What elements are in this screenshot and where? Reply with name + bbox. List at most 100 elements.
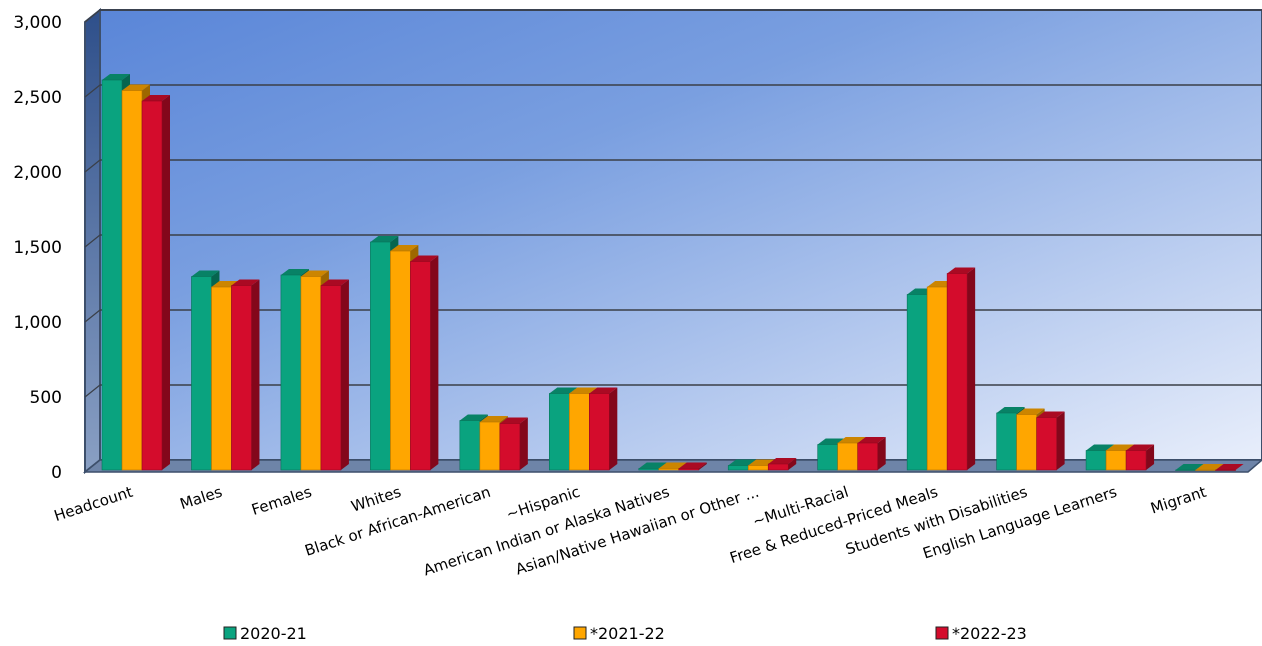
y-tick-label: 1,000 (13, 313, 62, 333)
bar-top (1016, 408, 1045, 415)
bar-front (141, 100, 163, 471)
bar (1215, 464, 1244, 471)
gridline-side (84, 309, 101, 323)
bar (231, 279, 260, 471)
gridline-side (84, 84, 101, 98)
bar-top (947, 267, 976, 274)
bar-front (727, 465, 749, 471)
bar-top (231, 279, 260, 286)
bar (1036, 411, 1065, 471)
bar-side (609, 387, 618, 470)
bar-side (788, 458, 797, 470)
bar-top (300, 270, 329, 277)
bar-side (1146, 444, 1155, 470)
bar-top (1175, 464, 1204, 470)
bar-front (549, 393, 570, 471)
gridline-side (84, 234, 101, 248)
legend-label: 2020-21 (240, 624, 307, 643)
y-tick-label: 2,500 (13, 88, 62, 108)
bar-front (370, 241, 391, 471)
bar-top (499, 417, 528, 424)
bar (767, 458, 797, 471)
bar-front (300, 276, 322, 471)
bar-front (121, 90, 143, 471)
legend-label: *2022-23 (952, 624, 1027, 643)
y-tick-label: 0 (51, 463, 62, 483)
bar-front (280, 274, 302, 471)
bar-top (728, 459, 757, 466)
legend-item: 2020-21 (223, 624, 307, 643)
bar-top (459, 414, 488, 421)
x-tick-label: Females (249, 483, 314, 519)
bar-side (698, 462, 707, 470)
series-*2022-23 (141, 95, 1244, 471)
bar (678, 462, 707, 471)
bar-front (906, 294, 928, 471)
bar-side (877, 437, 886, 470)
bar-top (589, 387, 618, 394)
y-tick-label: 3,000 (13, 13, 62, 33)
y-tick-label: 500 (30, 388, 62, 408)
bar-front (1036, 417, 1057, 471)
bar (141, 95, 170, 471)
x-tick-label: Migrant (1148, 483, 1208, 518)
bar-front (1085, 450, 1107, 471)
bar-top (678, 462, 707, 469)
bar-front (658, 468, 680, 471)
bar-top (1036, 411, 1065, 418)
bar-top (549, 387, 578, 394)
bar-front (638, 468, 660, 471)
bar-front (837, 442, 858, 471)
y-tick-label: 2,000 (13, 163, 62, 183)
bar-top (857, 437, 886, 443)
bar-top (837, 437, 866, 443)
y-tick-label: 1,500 (13, 238, 62, 258)
bar-front (479, 421, 501, 471)
x-tick-label: Males (178, 483, 225, 514)
bar-front (946, 273, 968, 471)
bar-front (569, 393, 590, 471)
bar-top (638, 462, 667, 469)
x-tick-label: Headcount (52, 483, 135, 525)
bar-top (410, 255, 439, 262)
bar-front (589, 393, 610, 471)
bar-top (280, 269, 309, 275)
gridline-side (84, 384, 101, 398)
bar-side (430, 255, 439, 470)
bar (499, 417, 528, 471)
bar-side (162, 95, 170, 470)
bar-side (1056, 411, 1065, 470)
bar-front (231, 285, 252, 471)
bars (101, 74, 1244, 471)
bar (946, 267, 976, 471)
bar-front (211, 286, 232, 471)
bar-top (370, 236, 399, 242)
bar (857, 437, 886, 471)
bar-top (1215, 464, 1244, 470)
legend-label: *2021-22 (590, 624, 665, 643)
plot-frame (82, 7, 1262, 475)
bar-side (251, 279, 260, 470)
bar-top (320, 279, 349, 286)
bar-top (479, 416, 508, 422)
bar-front (390, 250, 411, 471)
bar-front (1175, 469, 1196, 471)
legend-swatch (935, 626, 949, 640)
legend: 2020-21 *2021-22 *2022-23 (223, 624, 1027, 643)
bar-top (768, 458, 797, 464)
bar-front (767, 463, 789, 471)
bar-top (191, 270, 220, 277)
x-tick-label: Whites (349, 483, 404, 516)
bar-side (519, 417, 528, 470)
bar (1195, 464, 1224, 471)
bar-top (996, 407, 1025, 413)
bar (410, 255, 439, 471)
bar-top (658, 462, 687, 469)
bar (1125, 444, 1155, 471)
bar-front (817, 444, 838, 471)
bar (589, 387, 618, 471)
bar-top (142, 95, 170, 101)
bar-front (459, 420, 481, 471)
